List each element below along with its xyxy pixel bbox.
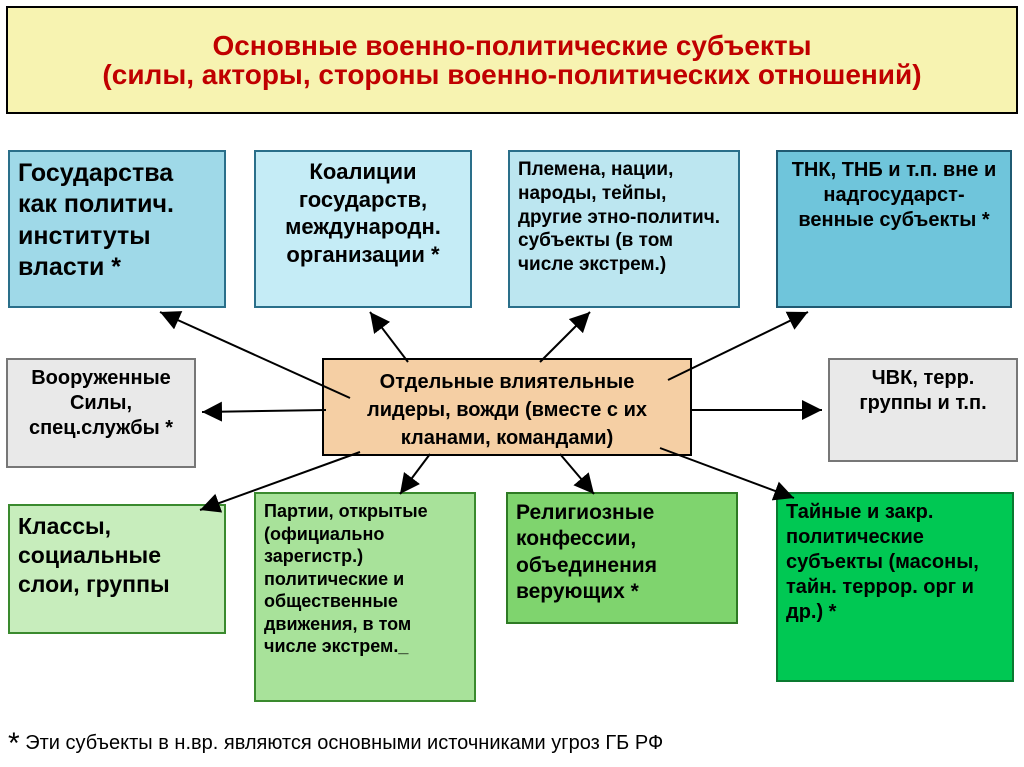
node-tnk: ТНК, ТНБ и т.п. вне и надгосударст-венны… bbox=[776, 150, 1012, 308]
node-label: ТНК, ТНБ и т.п. вне и надгосударст-венны… bbox=[792, 159, 997, 231]
footnote: * Эти субъекты в н.вр. являются основным… bbox=[8, 727, 663, 761]
node-label: Религиозные конфессии, объединения верую… bbox=[516, 501, 657, 603]
node-label: ЧВК, терр. группы и т.п. bbox=[859, 367, 986, 414]
node-secret: Тайные и закр. политические субъекты (ма… bbox=[776, 492, 1014, 682]
node-parties: Партии, открытые (официально зарегистр.)… bbox=[254, 492, 476, 702]
node-states: Государства как политич. институты власт… bbox=[8, 150, 226, 308]
node-label: Коалиции государств, международн. органи… bbox=[285, 159, 441, 267]
node-label: Вооруженные Силы, спец.службы * bbox=[29, 367, 173, 439]
node-armed-forces: Вооруженные Силы, спец.службы * bbox=[6, 358, 196, 468]
node-classes: Классы, социальные слои, группы bbox=[8, 504, 226, 634]
footnote-text: Эти субъекты в н.вр. являются основными … bbox=[25, 732, 663, 754]
node-leaders: Отдельные влиятельные лидеры, вожди (вме… bbox=[322, 358, 692, 456]
node-label: Тайные и закр. политические субъекты (ма… bbox=[786, 501, 979, 623]
node-label: Классы, социальные слои, группы bbox=[18, 513, 170, 597]
node-religious: Религиозные конфессии, объединения верую… bbox=[506, 492, 738, 624]
node-pmc: ЧВК, терр. группы и т.п. bbox=[828, 358, 1018, 462]
title-line1: Основные военно-политические субъекты bbox=[212, 30, 811, 61]
title-text: Основные военно-политические субъекты (с… bbox=[102, 31, 921, 90]
node-coalitions: Коалиции государств, международн. органи… bbox=[254, 150, 472, 308]
asterisk-icon: * bbox=[8, 727, 20, 760]
node-label: Отдельные влиятельные лидеры, вожди (вме… bbox=[367, 371, 647, 449]
node-label: Партии, открытые (официально зарегистр.)… bbox=[264, 501, 428, 656]
node-ethnic: Племена, нации, народы, тейпы, другие эт… bbox=[508, 150, 740, 308]
title-line2: (силы, акторы, стороны военно-политическ… bbox=[102, 59, 921, 90]
title-panel: Основные военно-политические субъекты (с… bbox=[6, 6, 1018, 114]
node-label: Государства как политич. институты власт… bbox=[18, 159, 174, 281]
node-label: Племена, нации, народы, тейпы, другие эт… bbox=[518, 159, 720, 275]
